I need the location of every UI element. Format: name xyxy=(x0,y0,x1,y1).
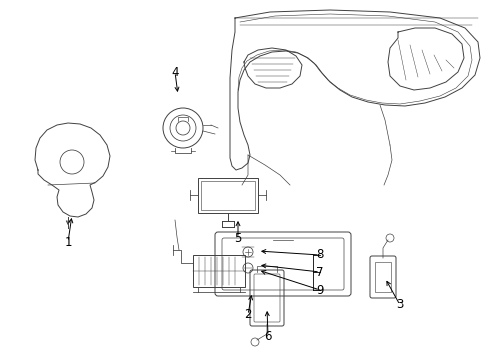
Text: 2: 2 xyxy=(244,309,251,321)
Text: 1: 1 xyxy=(64,235,72,248)
Text: 6: 6 xyxy=(264,329,271,342)
Text: 8: 8 xyxy=(316,248,323,261)
Text: 9: 9 xyxy=(316,284,323,297)
Text: 5: 5 xyxy=(234,231,241,244)
Text: 4: 4 xyxy=(171,66,179,78)
Text: 7: 7 xyxy=(316,265,323,279)
Text: 3: 3 xyxy=(395,298,403,311)
